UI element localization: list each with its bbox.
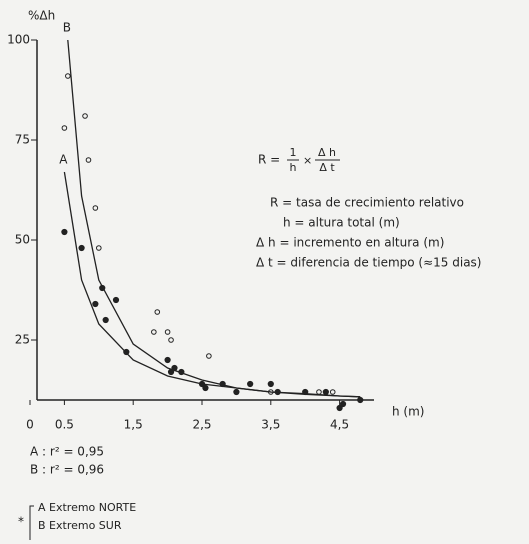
point: [275, 389, 280, 394]
point: [169, 338, 174, 343]
y-tick-label: 100: [7, 33, 30, 47]
point: [93, 301, 98, 306]
x-axis-label: h (m): [392, 405, 424, 419]
r2: B : r² = 0,96: [30, 463, 104, 477]
r2: A : r² = 0,95: [30, 445, 104, 459]
point: [330, 390, 335, 395]
page: {"chart_data":{"type":"scatter", "y_labe…: [0, 0, 529, 544]
point: [83, 114, 88, 119]
x-tick-label: 0.5: [55, 418, 74, 432]
footnote-item: A Extremo NORTE: [38, 501, 136, 514]
point: [100, 285, 105, 290]
point: [172, 365, 177, 370]
y-tick-label: 25: [15, 333, 30, 347]
formula: R = 1 h × Δ h Δ t: [258, 146, 340, 174]
point: [268, 381, 273, 386]
footnote-item: B Extremo SUR: [38, 519, 122, 532]
point: [155, 310, 160, 315]
formula-lhs: R =: [258, 153, 280, 167]
x-tick-label: 4,5: [330, 418, 349, 432]
point: [179, 369, 184, 374]
formula-part: Δ t: [319, 161, 335, 174]
point: [113, 297, 118, 302]
point: [317, 390, 322, 395]
point: [323, 389, 328, 394]
point: [248, 381, 253, 386]
definition: Δ h = incremento en altura (m): [256, 236, 444, 250]
point: [152, 330, 157, 335]
footnote-mark: *: [18, 515, 24, 529]
point: [165, 330, 170, 335]
definition: Δ t = diferencia de tiempo (≈15 dias): [256, 256, 482, 270]
point: [62, 126, 67, 131]
formula-part: ×: [303, 154, 312, 167]
curve-label: A: [59, 153, 68, 167]
bracket: [30, 506, 34, 540]
point: [66, 74, 71, 79]
y-tick-label: 75: [15, 133, 30, 147]
y-axis-label: %Δh: [28, 9, 55, 23]
point: [165, 357, 170, 362]
x-tick-label: 1,5: [124, 418, 143, 432]
curve-label: B: [63, 21, 71, 35]
point: [303, 389, 308, 394]
formula-part: h: [290, 161, 297, 174]
x-tick-label: 0: [26, 418, 34, 432]
point: [62, 229, 67, 234]
formula-part: Δ h: [318, 146, 336, 159]
x-tick-label: 2,5: [192, 418, 211, 432]
x-tick-label: 3,5: [261, 418, 280, 432]
formula-part: 1: [290, 146, 297, 159]
point: [86, 158, 91, 163]
point: [358, 397, 363, 402]
definition: h = altura total (m): [283, 216, 400, 230]
chart: %Δh h (m) R = 1 h × Δ h Δ t R = tasa de …: [0, 0, 529, 544]
y-tick-label: 50: [15, 233, 30, 247]
point: [93, 206, 98, 211]
point: [97, 246, 102, 251]
point: [124, 349, 129, 354]
definition: R = tasa de crecimiento relativo: [270, 196, 464, 210]
point: [203, 385, 208, 390]
point: [207, 354, 212, 359]
point: [79, 245, 84, 250]
point: [103, 317, 108, 322]
point: [340, 401, 345, 406]
